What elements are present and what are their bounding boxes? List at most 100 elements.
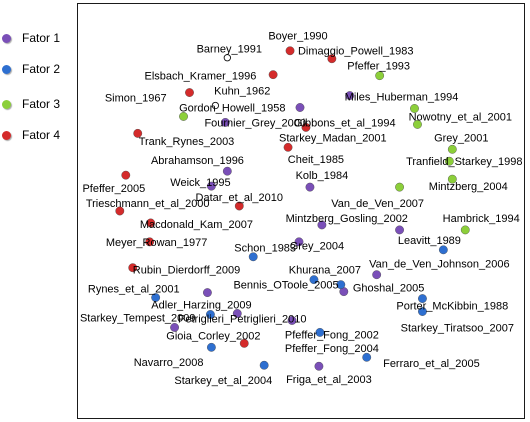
- data-point: [285, 46, 295, 56]
- data-point: [294, 237, 304, 247]
- data-point: [207, 342, 216, 352]
- data-point: [305, 182, 315, 192]
- data-point-label: Gioia_Corley_2002: [166, 330, 260, 342]
- data-point-label: Mintzberg_2004: [429, 181, 508, 193]
- data-point-label: Elsbach_Kramer_1996: [144, 71, 256, 83]
- data-point-label: Grey_2001: [434, 132, 488, 144]
- legend-item-fator-3: Fator 3: [2, 94, 60, 114]
- data-point: [222, 166, 232, 176]
- data-point: [395, 225, 404, 235]
- legend-marker: [2, 64, 11, 74]
- data-point: [115, 206, 125, 216]
- data-point-label: Leavitt_1989: [398, 235, 461, 247]
- data-point: [207, 181, 216, 191]
- data-point-label: Trieschmann_et_al_2000: [86, 198, 210, 210]
- data-point-label: Ghoshal_2005: [353, 283, 425, 295]
- data-point-label: Nowotny_et_al_2001: [409, 111, 512, 123]
- data-point-label: Petriglieri_Petriglieri_2010: [178, 313, 306, 325]
- data-point-label: Friga_et_al_2003: [286, 374, 372, 386]
- data-point-label: Cheit_1985: [288, 154, 344, 166]
- data-point-label: Pfeffer_Fong_2004: [285, 343, 379, 355]
- data-point: [179, 112, 188, 121]
- data-point-label: Starkey_Tiratsoo_2007: [401, 322, 514, 334]
- data-point: [232, 309, 242, 318]
- data-point-label: Kolb_1984: [296, 170, 349, 182]
- legend-marker: [2, 33, 11, 43]
- data-point: [372, 270, 382, 280]
- data-point-label: Pfeffer_2005: [82, 183, 145, 195]
- data-point-label: Grey_2004: [290, 241, 344, 253]
- data-point: [362, 352, 372, 362]
- data-point-label: Boyer_1990: [268, 31, 327, 43]
- data-point: [203, 288, 212, 298]
- data-point-label: Bennis_OToole_2005: [233, 280, 338, 292]
- data-point: [309, 275, 319, 285]
- data-point: [268, 70, 278, 80]
- data-point: [234, 201, 244, 211]
- data-point: [375, 71, 385, 81]
- data-point-label: Starkey_Tempest_2009: [80, 312, 196, 324]
- data-point: [314, 361, 324, 371]
- data-point: [283, 142, 293, 152]
- legend-item-fator-1: Fator 1: [2, 28, 60, 48]
- data-point: [345, 91, 355, 100]
- legend-item-fator-4: Fator 4: [2, 125, 60, 145]
- series-fator-4: [115, 46, 337, 348]
- data-point: [206, 310, 215, 319]
- data-point: [121, 170, 131, 180]
- series-fator-2: [151, 245, 448, 370]
- data-point: [447, 174, 457, 184]
- data-point-label: Van_de_Ven_2007: [331, 198, 424, 210]
- data-point: [248, 252, 258, 262]
- data-point-label: Weick_1995: [170, 177, 230, 189]
- data-point: [395, 182, 404, 192]
- legend-label: Fator 3: [22, 97, 61, 111]
- data-point-label: Datar_et_al_2010: [196, 192, 283, 204]
- data-point-label: Rynes_et_al_2001: [88, 284, 180, 296]
- data-point-label: Van_de_Ven_Johnson_2006: [369, 259, 510, 271]
- data-point: [317, 220, 327, 230]
- data-point-label: Tranfield_Starkey_1998: [406, 156, 522, 168]
- data-point: [447, 144, 457, 154]
- data-point: [146, 218, 156, 228]
- legend-label: Fator 1: [22, 31, 61, 45]
- data-point: [151, 293, 161, 302]
- data-point: [444, 156, 454, 166]
- series-fator-1: [170, 91, 404, 371]
- open-point-marker: [223, 54, 231, 62]
- data-point: [170, 323, 179, 332]
- data-point-label: Starkey_et_al_2004: [174, 375, 272, 387]
- legend-marker: [2, 99, 11, 109]
- data-point-label: Gordon_Howell_1958: [179, 102, 285, 114]
- data-point-label: Fournier_Grey_2000: [204, 117, 306, 129]
- data-point-label: Mintzberg_Gosling_2002: [286, 213, 408, 225]
- data-point: [410, 104, 419, 113]
- data-point: [239, 338, 249, 348]
- data-point-label: Dimaggio_Powell_1983: [298, 46, 414, 58]
- data-point: [336, 280, 346, 290]
- data-point-label: Navarro_2008: [134, 357, 204, 369]
- data-point-label: Abrahamson_1996: [151, 155, 244, 167]
- data-point-label: Khurana_2007: [289, 265, 361, 277]
- data-point: [301, 123, 311, 132]
- data-point-label: Starkey_Madan_2001: [279, 132, 387, 144]
- open-point-marker: [211, 101, 220, 110]
- data-point-label: Barney_1991: [197, 44, 262, 56]
- data-point-label: Pfeffer_Fong_2002: [285, 329, 379, 341]
- data-point: [295, 103, 305, 112]
- data-point: [315, 328, 325, 337]
- data-point-label: Schon_1983: [234, 243, 296, 255]
- data-point-label: Trank_Rynes_2003: [139, 136, 235, 148]
- data-point-label: Gibbons_et_al_1994: [294, 117, 396, 129]
- scatter-plot-area: Boyer_1990 Barney_1991 Dimaggio_Powell_198…: [77, 3, 525, 419]
- series-fator-3: [179, 71, 470, 235]
- data-point-label: Porter_McKibbin_1988: [396, 300, 508, 312]
- data-point: [460, 225, 470, 235]
- legend-label: Fator 4: [22, 128, 61, 142]
- legend-item-fator-2: Fator 2: [2, 59, 60, 79]
- data-point: [418, 294, 427, 303]
- data-point: [185, 88, 194, 97]
- data-point: [259, 360, 269, 370]
- data-point-label: Rubin_Dierdorff_2009: [133, 265, 240, 277]
- legend: Fator 1 Fator 2 Fator 3 Fator 4: [0, 0, 74, 422]
